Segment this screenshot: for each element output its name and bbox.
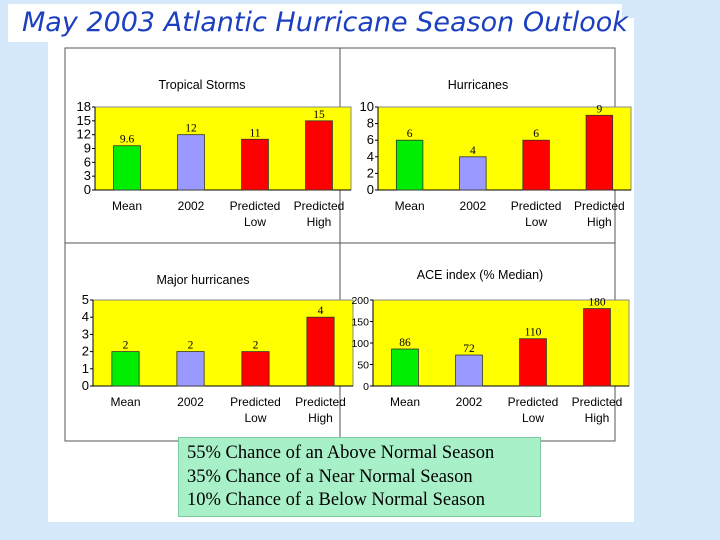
bar-value-label: 4 — [318, 305, 324, 317]
y-tick-label: 50 — [357, 360, 369, 372]
category-label: High — [308, 411, 333, 425]
chart-3: Major hurricanes 0 1 2 3 4 5 2 Mean 2 2002 2 Predict… — [82, 273, 354, 425]
bar — [176, 351, 205, 387]
bar-value-label: 72 — [463, 343, 475, 355]
bar-value-label: 2 — [253, 340, 259, 352]
category-label: Mean — [390, 395, 420, 409]
bar — [519, 338, 547, 387]
category-label: High — [587, 215, 612, 229]
category-label: Predicted — [294, 199, 345, 213]
bar — [455, 354, 483, 387]
y-tick-label: 12 — [77, 127, 91, 142]
y-tick-label: 200 — [351, 295, 369, 307]
bar-value-label: 180 — [588, 297, 606, 309]
bar-value-label: 2 — [188, 340, 194, 352]
y-tick-label: 0 — [82, 378, 89, 393]
bar — [241, 351, 270, 387]
category-label: Low — [244, 411, 266, 425]
y-tick-label: 15 — [77, 113, 91, 128]
y-tick-label: 2 — [367, 165, 374, 180]
outlook-line-near: 35% Chance of a Near Normal Season — [187, 466, 473, 487]
y-tick-label: 0 — [363, 381, 369, 393]
chart-title: Major hurricanes — [156, 273, 249, 287]
bar-value-label: 6 — [407, 128, 413, 140]
bar — [113, 145, 141, 191]
outlook-line-below: 10% Chance of a Below Normal Season — [187, 490, 485, 510]
y-tick-label: 150 — [351, 317, 369, 329]
chart-2: Hurricanes02468106Mean420026PredictedLow… — [360, 78, 632, 229]
chart-figure: Tropical Storms 0 3 6 9 12 15 18 9.6 Mean 12 2002 11… — [48, 18, 634, 522]
category-label: High — [585, 411, 610, 425]
bar — [585, 114, 614, 191]
y-tick-label: 1 — [82, 361, 89, 376]
chart-title: ACE index (% Median) — [417, 268, 543, 282]
bar — [305, 120, 333, 191]
y-tick-label: 18 — [77, 99, 91, 114]
y-tick-label: 0 — [367, 182, 374, 197]
bar — [241, 138, 269, 191]
chart-panels: Tropical Storms03691215189.6Mean12200211… — [64, 47, 632, 442]
category-label: Predicted — [230, 395, 281, 409]
slide-title: May 2003 Atlantic Hurricane Season Outlo… — [8, 4, 628, 42]
y-tick-label: 2 — [82, 344, 89, 359]
category-label: Predicted — [230, 199, 281, 213]
category-label: Low — [244, 215, 266, 229]
bar — [111, 351, 140, 387]
bar-value-label: 15 — [313, 109, 325, 121]
y-tick-label: 10 — [360, 99, 374, 114]
y-tick-label: 3 — [84, 168, 91, 183]
y-tick-label: 8 — [367, 116, 374, 131]
bar-value-label: 6 — [533, 128, 539, 140]
y-tick-label: 5 — [82, 292, 89, 307]
chart-4: ACE index (% Median) 0 50 100 150 200 86 Mean 72… — [351, 268, 630, 425]
bar-value-label: 2 — [123, 340, 129, 352]
category-label: Low — [525, 215, 547, 229]
y-tick-label: 6 — [367, 132, 374, 147]
bar — [391, 348, 419, 387]
category-label: Mean — [395, 199, 425, 213]
y-tick-label: 9 — [84, 141, 91, 156]
bar-value-label: 9 — [597, 103, 603, 115]
chart-1: Tropical Storms03691215189.6Mean12200211… — [77, 78, 352, 229]
y-tick-label: 0 — [84, 182, 91, 197]
category-label: Low — [522, 411, 544, 425]
category-label: 2002 — [460, 199, 487, 213]
category-label: 2002 — [456, 395, 483, 409]
bar-value-label: 12 — [185, 123, 197, 135]
bar-value-label: 9.6 — [120, 134, 135, 146]
bar-value-label: 110 — [525, 327, 542, 339]
y-tick-label: 6 — [84, 154, 91, 169]
bar — [459, 156, 487, 191]
category-label: Predicted — [572, 395, 623, 409]
category-label: 2002 — [177, 395, 204, 409]
y-tick-label: 4 — [367, 149, 374, 164]
y-tick-label: 3 — [82, 326, 89, 341]
outlook-line-above: 55% Chance of an Above Normal Season — [187, 443, 495, 463]
y-tick-label: 100 — [351, 338, 369, 350]
bar — [522, 139, 550, 191]
bar-value-label: 86 — [399, 337, 411, 349]
bar — [177, 134, 205, 191]
bar — [395, 139, 424, 191]
bar — [306, 316, 335, 387]
y-tick-label: 4 — [82, 309, 89, 324]
category-label: Predicted — [508, 395, 559, 409]
category-label: 2002 — [178, 199, 205, 213]
category-label: High — [307, 215, 332, 229]
category-label: Predicted — [295, 395, 346, 409]
bar — [583, 308, 611, 387]
bar-value-label: 4 — [470, 145, 476, 157]
category-label: Predicted — [574, 199, 625, 213]
chart-title: Tropical Storms — [158, 78, 245, 92]
chart-title: Hurricanes — [448, 78, 508, 92]
bar-value-label: 11 — [249, 127, 260, 139]
category-label: Mean — [110, 395, 140, 409]
outlook-box: 55% Chance of an Above Normal Season 35%… — [178, 437, 541, 517]
category-label: Mean — [112, 199, 142, 213]
category-label: Predicted — [511, 199, 562, 213]
